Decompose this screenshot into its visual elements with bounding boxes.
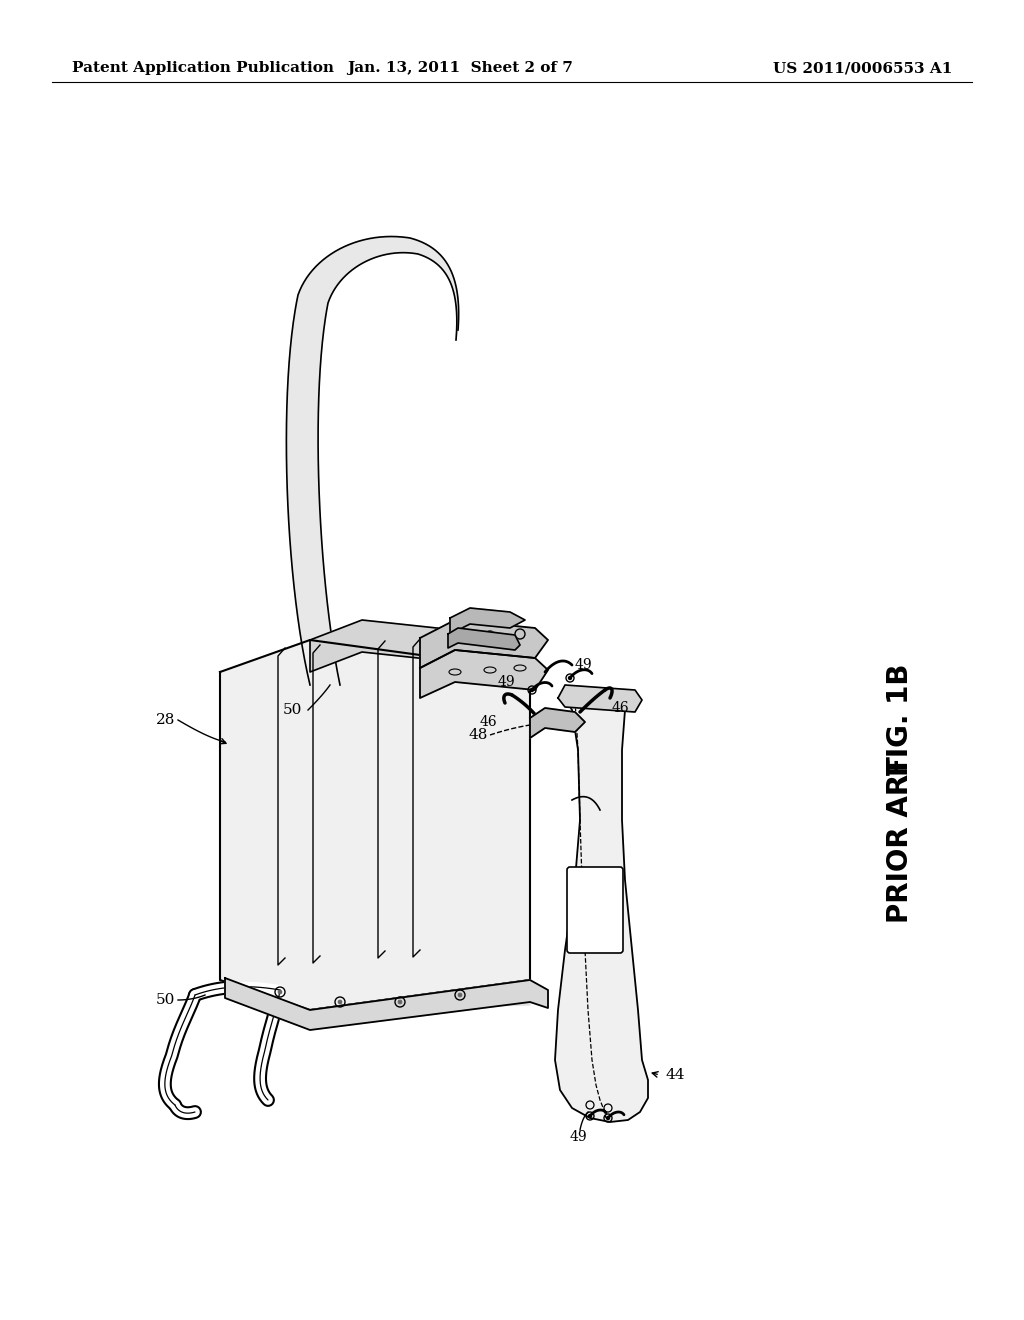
Text: 50: 50 xyxy=(156,993,175,1007)
Text: 46: 46 xyxy=(479,715,497,729)
Text: 28: 28 xyxy=(156,713,175,727)
Polygon shape xyxy=(225,978,548,1030)
Circle shape xyxy=(589,1114,592,1118)
Circle shape xyxy=(278,990,282,994)
Polygon shape xyxy=(450,609,525,634)
Text: 50: 50 xyxy=(283,704,302,717)
Text: 49: 49 xyxy=(569,1130,587,1144)
Polygon shape xyxy=(420,620,548,668)
Text: FIG. 1B: FIG. 1B xyxy=(886,664,914,776)
Circle shape xyxy=(338,1001,342,1005)
Polygon shape xyxy=(530,708,585,738)
Circle shape xyxy=(530,689,534,692)
Text: Patent Application Publication: Patent Application Publication xyxy=(72,61,334,75)
Circle shape xyxy=(568,676,571,680)
Text: 49: 49 xyxy=(575,657,593,672)
Polygon shape xyxy=(449,628,520,649)
Text: Jan. 13, 2011  Sheet 2 of 7: Jan. 13, 2011 Sheet 2 of 7 xyxy=(347,61,573,75)
Circle shape xyxy=(606,1117,609,1119)
Text: US 2011/0006553 A1: US 2011/0006553 A1 xyxy=(773,61,952,75)
Polygon shape xyxy=(310,979,530,1010)
Polygon shape xyxy=(420,649,548,698)
Text: 48: 48 xyxy=(469,729,488,742)
Polygon shape xyxy=(558,685,642,711)
FancyBboxPatch shape xyxy=(567,867,623,953)
Circle shape xyxy=(458,993,462,997)
Circle shape xyxy=(398,1001,402,1005)
Polygon shape xyxy=(220,640,530,1010)
Text: 44: 44 xyxy=(665,1068,684,1082)
Polygon shape xyxy=(555,698,648,1122)
Text: 49: 49 xyxy=(498,675,515,689)
Text: 46: 46 xyxy=(612,701,630,715)
Text: PRIOR ART: PRIOR ART xyxy=(886,756,914,924)
Polygon shape xyxy=(310,620,530,672)
Polygon shape xyxy=(287,236,459,685)
